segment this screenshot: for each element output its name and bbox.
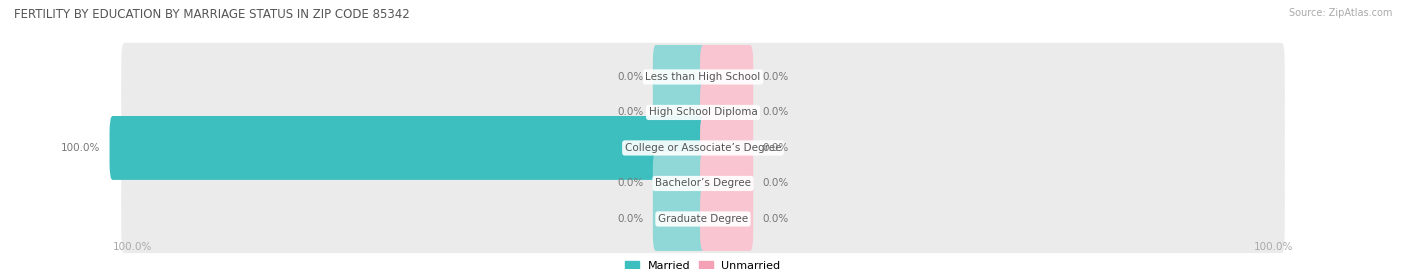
Text: 0.0%: 0.0% (762, 143, 789, 153)
FancyBboxPatch shape (652, 151, 706, 215)
Text: College or Associate’s Degree: College or Associate’s Degree (624, 143, 782, 153)
FancyBboxPatch shape (121, 114, 1285, 182)
FancyBboxPatch shape (121, 149, 1285, 218)
FancyBboxPatch shape (121, 185, 1285, 253)
FancyBboxPatch shape (652, 80, 706, 144)
FancyBboxPatch shape (121, 43, 1285, 111)
Text: Bachelor’s Degree: Bachelor’s Degree (655, 178, 751, 189)
Text: 100.0%: 100.0% (1254, 242, 1294, 252)
Text: 0.0%: 0.0% (617, 178, 644, 189)
Text: High School Diploma: High School Diploma (648, 107, 758, 118)
Text: Source: ZipAtlas.com: Source: ZipAtlas.com (1288, 8, 1392, 18)
Text: 0.0%: 0.0% (617, 107, 644, 118)
FancyBboxPatch shape (121, 78, 1285, 147)
FancyBboxPatch shape (700, 45, 754, 109)
FancyBboxPatch shape (110, 116, 706, 180)
Text: 0.0%: 0.0% (617, 214, 644, 224)
Text: 0.0%: 0.0% (617, 72, 644, 82)
Text: 100.0%: 100.0% (62, 143, 101, 153)
Text: 0.0%: 0.0% (762, 214, 789, 224)
Text: 0.0%: 0.0% (762, 72, 789, 82)
Text: FERTILITY BY EDUCATION BY MARRIAGE STATUS IN ZIP CODE 85342: FERTILITY BY EDUCATION BY MARRIAGE STATU… (14, 8, 409, 21)
FancyBboxPatch shape (652, 187, 706, 251)
FancyBboxPatch shape (700, 187, 754, 251)
Legend: Married, Unmarried: Married, Unmarried (621, 256, 785, 269)
Text: 100.0%: 100.0% (112, 242, 152, 252)
FancyBboxPatch shape (700, 116, 754, 180)
Text: Less than High School: Less than High School (645, 72, 761, 82)
FancyBboxPatch shape (652, 45, 706, 109)
FancyBboxPatch shape (700, 151, 754, 215)
Text: Graduate Degree: Graduate Degree (658, 214, 748, 224)
FancyBboxPatch shape (700, 80, 754, 144)
Text: 0.0%: 0.0% (762, 178, 789, 189)
Text: 0.0%: 0.0% (762, 107, 789, 118)
